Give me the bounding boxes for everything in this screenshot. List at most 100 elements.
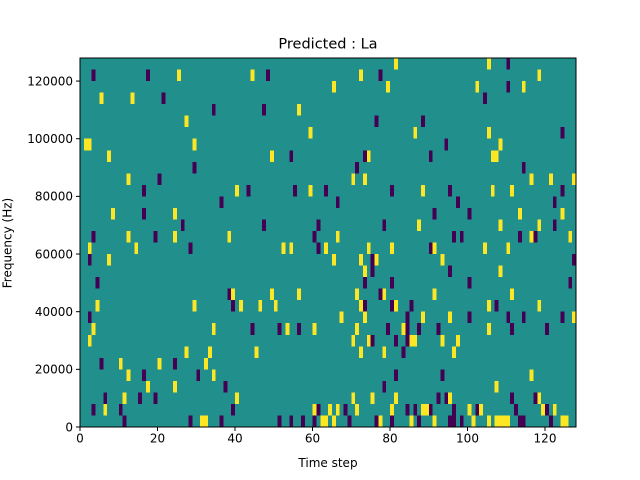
heatmap-cell-low [91,69,96,82]
heatmap-cell-high [355,323,359,335]
heatmap-cell-high [537,69,542,82]
heatmap-cell-low [374,415,379,427]
heatmap-cell-high [204,415,208,427]
heatmap-cell-low [401,346,406,358]
heatmap-cell-high [548,173,553,185]
heatmap-cell-low [355,161,359,174]
heatmap-cell-high [359,346,363,358]
heatmap-cell-high [312,323,317,335]
heatmap-cell-high [409,334,414,347]
heatmap-cell-high [87,242,92,255]
x-tick-label: 20 [150,432,165,446]
heatmap-cell-high [126,173,131,185]
heatmap-cell-high [324,415,328,427]
heatmap-cell-high [486,323,491,335]
heatmap-cell-high [339,311,344,324]
heatmap-cell-high [173,207,177,220]
heatmap-cell-high [83,138,88,151]
heatmap-cell-low [277,323,282,335]
heatmap-cell-low [142,184,146,197]
heatmap-cell-low [521,415,526,427]
heatmap-cell-high [91,323,96,335]
heatmap-cell-high [502,415,507,427]
heatmap-cell-low [118,403,123,416]
heatmap-cell-high [297,104,301,116]
heatmap-cell-high [494,415,499,427]
heatmap-cell-low [533,392,538,404]
heatmap-cell-high [254,346,259,358]
heatmap-cell-low [362,150,367,162]
heatmap-cell-low [521,311,526,324]
heatmap-cell-low [374,115,379,128]
heatmap-cell-low [405,334,410,347]
heatmap-cell-high [506,242,511,255]
heatmap-cell-high [324,242,328,255]
heatmap-cell-high [134,242,139,255]
heatmap-cell-high [529,173,534,185]
heatmap-cell-high [362,311,367,324]
heatmap-cell-low [514,403,518,416]
heatmap-cell-low [448,265,452,278]
y-tick-label: 60000 [35,247,73,261]
x-tick-label: 0 [76,432,84,446]
heatmap-cell-high [521,81,526,93]
heatmap-cell-low [316,219,321,231]
heatmap-cell-low [103,392,108,404]
heatmap-cell-low [444,138,449,151]
heatmap-cell-low [362,277,367,289]
heatmap-cell-high [359,69,363,82]
heatmap-cell-low [393,369,398,381]
heatmap-cell-low [572,254,576,266]
heatmap-cell-high [87,138,92,151]
heatmap-cell-high [490,184,495,197]
heatmap-cell-high [192,138,197,151]
heatmap-cell-low [448,415,452,427]
heatmap-cell-high [331,254,336,266]
heatmap-cell-high [126,369,131,381]
heatmap-cell-high [378,415,383,427]
heatmap-cell-low [506,311,511,324]
heatmap-cell-high [568,230,573,243]
heatmap-cell-low [277,415,282,427]
heatmap-cell-low [467,277,472,289]
heatmap-cell-high [483,242,487,255]
heatmap-cell-low [266,69,270,82]
heatmap-cell-low [459,230,464,243]
heatmap-cell-high [231,288,235,301]
heatmap-cell-low [386,323,390,335]
heatmap-cell-high [312,403,317,416]
heatmap-cell-low [560,127,565,139]
heatmap-cell-low [467,207,472,220]
heatmap-cell-high [552,403,557,416]
heatmap-cell-low [362,300,367,312]
heatmap-cell-high [486,127,491,139]
heatmap-cell-low [413,403,418,416]
heatmap-cell-low [409,300,414,312]
heatmap-cell-low [188,242,193,255]
heatmap-cell-high [289,242,294,255]
heatmap-cell-high [448,392,452,404]
heatmap-cell-high [359,254,363,266]
heatmap-cell-high [382,346,387,358]
heatmap-cell-high [308,127,313,139]
heatmap-cell-high [362,265,367,278]
heatmap-cell-low [196,369,201,381]
heatmap-cell-low [506,81,511,93]
heatmap-cell-low [568,277,573,289]
heatmap-cell-high [145,380,150,393]
heatmap-cell-high [200,415,204,427]
heatmap-cell-high [486,415,491,427]
heatmap-cell-high [173,380,177,393]
heatmap-cell-low [231,300,235,312]
heatmap-cell-low [428,150,433,162]
heatmap-cell-low [95,277,100,289]
heatmap-cell-high [351,173,356,185]
x-tick-label: 120 [534,432,557,446]
heatmap-cell-low [231,403,235,416]
axes-frame [79,57,577,428]
heatmap-cell-high [250,69,255,82]
heatmap-cell-high [537,392,542,404]
heatmap-cell-low [506,58,511,70]
heatmap-cell-high [494,150,499,162]
